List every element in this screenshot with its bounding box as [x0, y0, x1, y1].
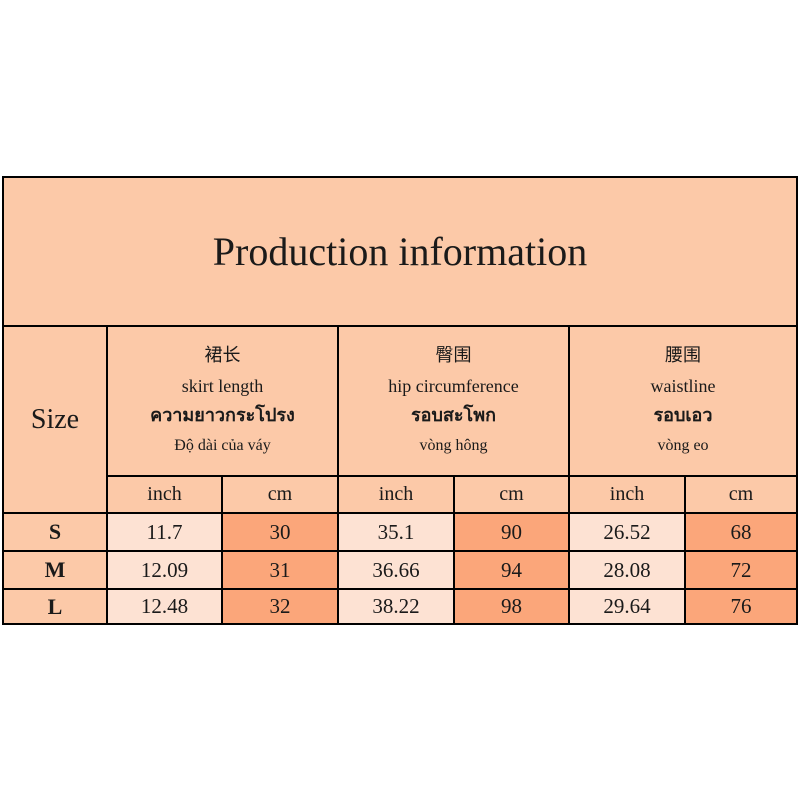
label-vi: vòng hông — [419, 437, 488, 454]
measure-value: 32 — [223, 590, 337, 623]
measure-value: 12.48 — [108, 590, 221, 623]
size-label: S — [4, 514, 106, 550]
size-table: Production information Size 裙长 skirt length… — [2, 176, 798, 625]
measure-value: 31 — [223, 552, 337, 588]
measure-value: 36.66 — [339, 552, 453, 588]
label-th: รอบสะโพก — [411, 405, 496, 426]
column-header: 臀围 hip circumference รอบสะโพก vòng hông — [339, 327, 568, 475]
size-header: Size — [4, 327, 106, 512]
label-en: hip circumference — [388, 376, 519, 396]
measure-value: 11.7 — [108, 514, 221, 550]
label-zh: 腰围 — [665, 345, 701, 366]
column-header: 裙长 skirt length ความยาวกระโปรง Độ dài của v… — [108, 327, 337, 475]
unit-header: inch — [108, 477, 221, 512]
measure-value: 38.22 — [339, 590, 453, 623]
unit-header: inch — [570, 477, 684, 512]
label-en: skirt length — [181, 376, 264, 396]
column-header: 腰围 waistline รอบเอว vòng eo — [570, 327, 796, 475]
label-vi: vòng eo — [657, 437, 709, 454]
label-zh: 臀围 — [435, 345, 472, 366]
size-label: M — [4, 552, 106, 588]
measure-value: 94 — [455, 552, 568, 588]
measure-value: 35.1 — [339, 514, 453, 550]
unit-header: cm — [686, 477, 796, 512]
measure-value: 72 — [686, 552, 796, 588]
measure-value: 98 — [455, 590, 568, 623]
measure-value: 90 — [455, 514, 568, 550]
label-vi: Độ dài của váy — [174, 437, 271, 454]
measure-value: 12.09 — [108, 552, 221, 588]
measure-value: 30 — [223, 514, 337, 550]
measure-value: 68 — [686, 514, 796, 550]
label-th: ความยาวกระโปรง — [150, 405, 295, 426]
title: Production information — [4, 178, 796, 325]
measure-value: 29.64 — [570, 590, 684, 623]
label-zh: 裙长 — [204, 345, 241, 366]
size-label: L — [4, 590, 106, 623]
unit-header: cm — [223, 477, 337, 512]
measure-value: 26.52 — [570, 514, 684, 550]
measure-value: 76 — [686, 590, 796, 623]
unit-header: inch — [339, 477, 453, 512]
unit-header: cm — [455, 477, 568, 512]
measure-value: 28.08 — [570, 552, 684, 588]
label-en: waistline — [650, 376, 716, 396]
label-th: รอบเอว — [653, 405, 713, 426]
